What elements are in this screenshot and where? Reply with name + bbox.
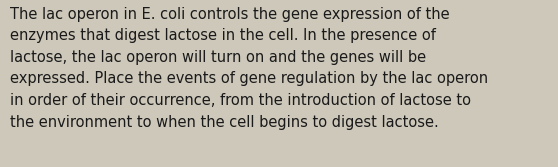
Text: The lac operon in E. coli controls the gene expression of the
enzymes that diges: The lac operon in E. coli controls the g…	[10, 7, 488, 130]
